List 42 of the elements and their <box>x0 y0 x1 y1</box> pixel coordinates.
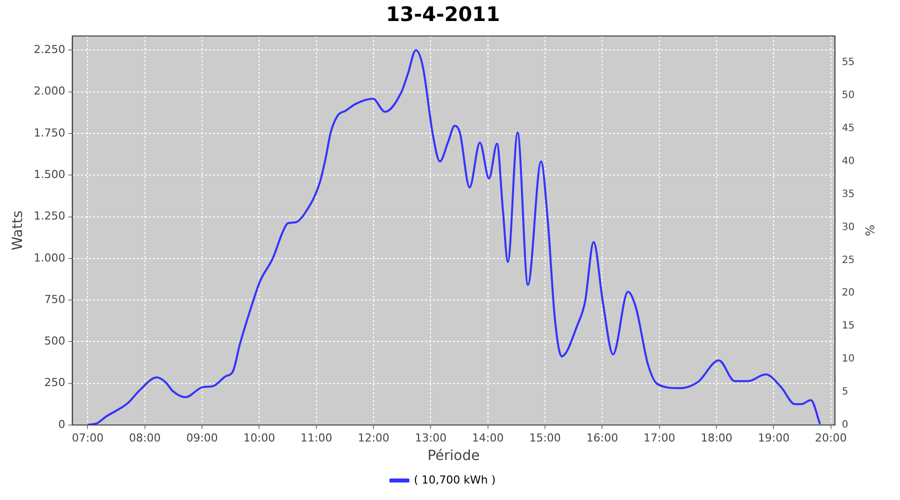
y-tick-label: 1.750 <box>34 126 66 140</box>
y2-tick-label: 40 <box>842 156 855 167</box>
line-series <box>86 49 822 425</box>
y2-tick-label: 50 <box>842 90 855 101</box>
x-axis-title: Période <box>427 448 480 464</box>
x-tick-label: 08:00 <box>129 431 161 444</box>
x-tick-label: 16:00 <box>586 431 618 444</box>
x-tick-label: 17:00 <box>644 431 676 444</box>
y2-tick-label: 35 <box>842 188 855 200</box>
y-tick-label: 250 <box>44 376 66 390</box>
y-tick-label: 750 <box>44 292 66 306</box>
y2-tick-label: 15 <box>842 320 855 332</box>
y-tick-label: 1.250 <box>34 210 66 223</box>
y2-tick-label: 10 <box>842 354 855 365</box>
x-tick-label: 20:00 <box>815 431 847 444</box>
y-tick-label: 2.000 <box>34 84 66 98</box>
x-tick-label: 09:00 <box>186 431 218 444</box>
x-tick-label: 15:00 <box>529 431 561 444</box>
x-tick-label: 11:00 <box>300 431 332 444</box>
y-tick-label: 1.500 <box>34 168 66 181</box>
y-axis-title: Watts <box>10 210 26 250</box>
y2-axis-title: % <box>862 224 877 236</box>
y2-tick-label: 30 <box>842 222 855 233</box>
y2-tick-label: 45 <box>842 122 855 134</box>
legend-label: ( 10,700 kWh ) <box>414 473 496 486</box>
x-tick-label: 13:00 <box>414 431 447 444</box>
x-tick-label: 10:00 <box>243 431 276 444</box>
x-tick-label: 14:00 <box>472 431 504 444</box>
y2-tick-label: 0 <box>842 420 848 431</box>
y2-tick-label: 20 <box>842 288 855 299</box>
y2-tick-label: 5 <box>842 386 848 398</box>
chart-title: 13-4-2011 <box>386 2 500 26</box>
y-tick-label: 1.000 <box>34 251 66 264</box>
y-tick-label: 2.250 <box>34 43 66 56</box>
x-tick-label: 18:00 <box>700 431 732 444</box>
x-tick-label: 19:00 <box>758 431 790 444</box>
y2-tick-label: 55 <box>842 56 855 68</box>
y-tick-label: 500 <box>44 334 66 348</box>
x-tick-label: 07:00 <box>72 431 104 444</box>
y2-tick-label: 25 <box>842 254 855 266</box>
x-tick-label: 12:00 <box>358 431 390 444</box>
y-tick-label: 0 <box>58 418 66 431</box>
